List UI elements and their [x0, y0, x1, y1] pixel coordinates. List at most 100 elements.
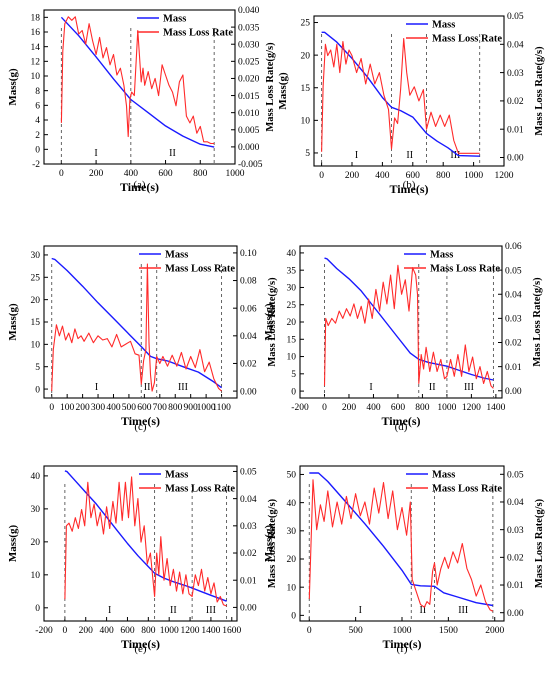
y-tick-label: 0: [291, 387, 296, 397]
y-tick-label: 8: [35, 87, 40, 97]
y2-tick-label: 0.05: [505, 266, 522, 276]
x-axis-label: Time(s): [120, 180, 159, 194]
x-tick-label: 200: [89, 169, 104, 179]
panel-caption: (b): [403, 179, 416, 191]
y2-tick-label: 0.02: [507, 554, 524, 564]
y2-tick-label: 0.015: [238, 92, 260, 102]
legend-rate-label: Mass Loss Rate: [432, 34, 502, 45]
x-tick-label: 800: [141, 626, 156, 636]
y-tick-label: 40: [287, 249, 297, 259]
y2-axis-label: Mass Loss Rate(g/s): [267, 277, 278, 367]
x-tick-label: 800: [436, 171, 451, 181]
y-axis-label: Mass(g): [263, 525, 275, 563]
panel-caption: (c): [134, 421, 147, 433]
y2-tick-label: 0.04: [505, 290, 522, 300]
stage-label: I: [94, 148, 97, 159]
y-tick-label: -2: [32, 160, 40, 170]
mass-line: [64, 470, 227, 602]
x-tick-label: 600: [158, 169, 173, 179]
y2-tick-label: 0.04: [507, 41, 524, 51]
legend-rate-label: Mass Loss Rate: [165, 264, 235, 275]
mass-line: [51, 257, 223, 389]
y2-tick-label: 0.04: [507, 498, 524, 508]
x-tick-label: 0: [322, 403, 327, 413]
x-tick-label: 1000: [437, 403, 456, 413]
y-tick-label: 2: [35, 131, 40, 141]
chart-e: -200 0 200 400 600 800 1000 1200 1400 1600 0 10 20 30…: [7, 465, 278, 655]
y2-tick-label: 0.05: [507, 12, 524, 22]
y-tick-label: 30: [287, 284, 297, 294]
y-tick-label: 5: [291, 370, 296, 380]
y2-tick-label: 0.030: [238, 40, 260, 50]
x-tick-label: 200: [79, 626, 94, 636]
legend-mass-label: Mass: [165, 470, 188, 481]
y-tick-label: 6: [35, 102, 40, 112]
y2-tick-label: 0.00: [507, 154, 524, 164]
y-tick-label: 0: [291, 612, 296, 622]
y2-tick-label: 0.03: [507, 69, 524, 79]
x-tick-label: 2000: [485, 626, 504, 636]
mass-loss-rate-line: [321, 38, 480, 154]
y-tick-label: 15: [287, 335, 297, 345]
x-tick-label: 1000: [197, 403, 216, 413]
y2-tick-label: 0.02: [505, 339, 522, 349]
x-tick-label: 0: [49, 403, 54, 413]
x-axis-label: Time(s): [121, 414, 160, 428]
plot-frame: [43, 9, 236, 165]
y2-tick-label: 0.10: [240, 249, 257, 259]
x-axis-label: Time(s): [389, 182, 428, 196]
x-tick-label: 200: [345, 171, 360, 181]
legend-mass-label: Mass: [432, 470, 455, 481]
y2-tick-label: 0.035: [238, 23, 260, 33]
stage-label: I: [369, 382, 372, 393]
x-tick-label: 400: [366, 403, 381, 413]
y-tick-label: 5: [305, 149, 310, 159]
stage-label: II: [429, 382, 436, 393]
mass-line: [321, 31, 480, 157]
y2-axis-label: Mass Loss Rate(g/s): [534, 498, 545, 588]
y-tick-label: 30: [31, 251, 41, 261]
stage-label: I: [355, 150, 358, 161]
x-tick-label: 200: [342, 403, 357, 413]
x-tick-label: 600: [391, 403, 406, 413]
y2-tick-label: 0.02: [507, 97, 524, 107]
x-tick-label: 500: [349, 626, 364, 636]
y-tick-label: 18: [31, 14, 41, 24]
x-tick-label: 900: [184, 403, 199, 413]
plot-frame: [43, 465, 238, 622]
x-tick-label: 500: [122, 403, 137, 413]
y2-tick-label: 0.01: [505, 363, 522, 373]
y2-tick-label: 0.03: [507, 526, 524, 536]
y2-tick-label: 0.02: [240, 549, 257, 559]
x-tick-label: 700: [153, 403, 168, 413]
x-tick-label: 100: [60, 403, 75, 413]
x-tick-label: 400: [106, 403, 121, 413]
y2-tick-label: 0.06: [505, 242, 522, 252]
y2-tick-label: 0.08: [240, 277, 257, 287]
legend-mass-label: Mass: [165, 250, 188, 261]
y2-tick-label: 0.005: [238, 126, 260, 136]
y-tick-label: 20: [31, 296, 41, 306]
x-tick-label: 1000: [393, 626, 412, 636]
y2-tick-label: 0.00: [507, 609, 524, 619]
panel-caption: (d): [395, 421, 408, 433]
x-tick-label: 300: [91, 403, 106, 413]
x-tick-label: 200: [75, 403, 90, 413]
y-tick-label: 0: [35, 385, 40, 395]
y-tick-label: 35: [287, 266, 297, 276]
y-axis-label: Mass(g): [277, 72, 289, 110]
x-tick-label: 1400: [201, 626, 220, 636]
y2-tick-label: 0.06: [240, 304, 257, 314]
chart-a: 0 200 400 600 800 1000 -2 0 2 4 6 8 10 12 14 16 18 -0.005…: [7, 6, 276, 194]
x-tick-label: 800: [168, 403, 183, 413]
y2-tick-label: 0.00: [505, 387, 522, 397]
legend-rate-label: Mass Loss Rate: [430, 264, 500, 275]
y2-tick-label: 0.03: [240, 522, 257, 532]
stage-label: II: [406, 150, 413, 161]
y-tick-label: 5: [35, 363, 40, 373]
x-tick-label: 1100: [212, 403, 231, 413]
x-tick-label: 400: [99, 626, 114, 636]
stage-label: II: [420, 605, 427, 616]
y-tick-label: 20: [301, 51, 311, 61]
